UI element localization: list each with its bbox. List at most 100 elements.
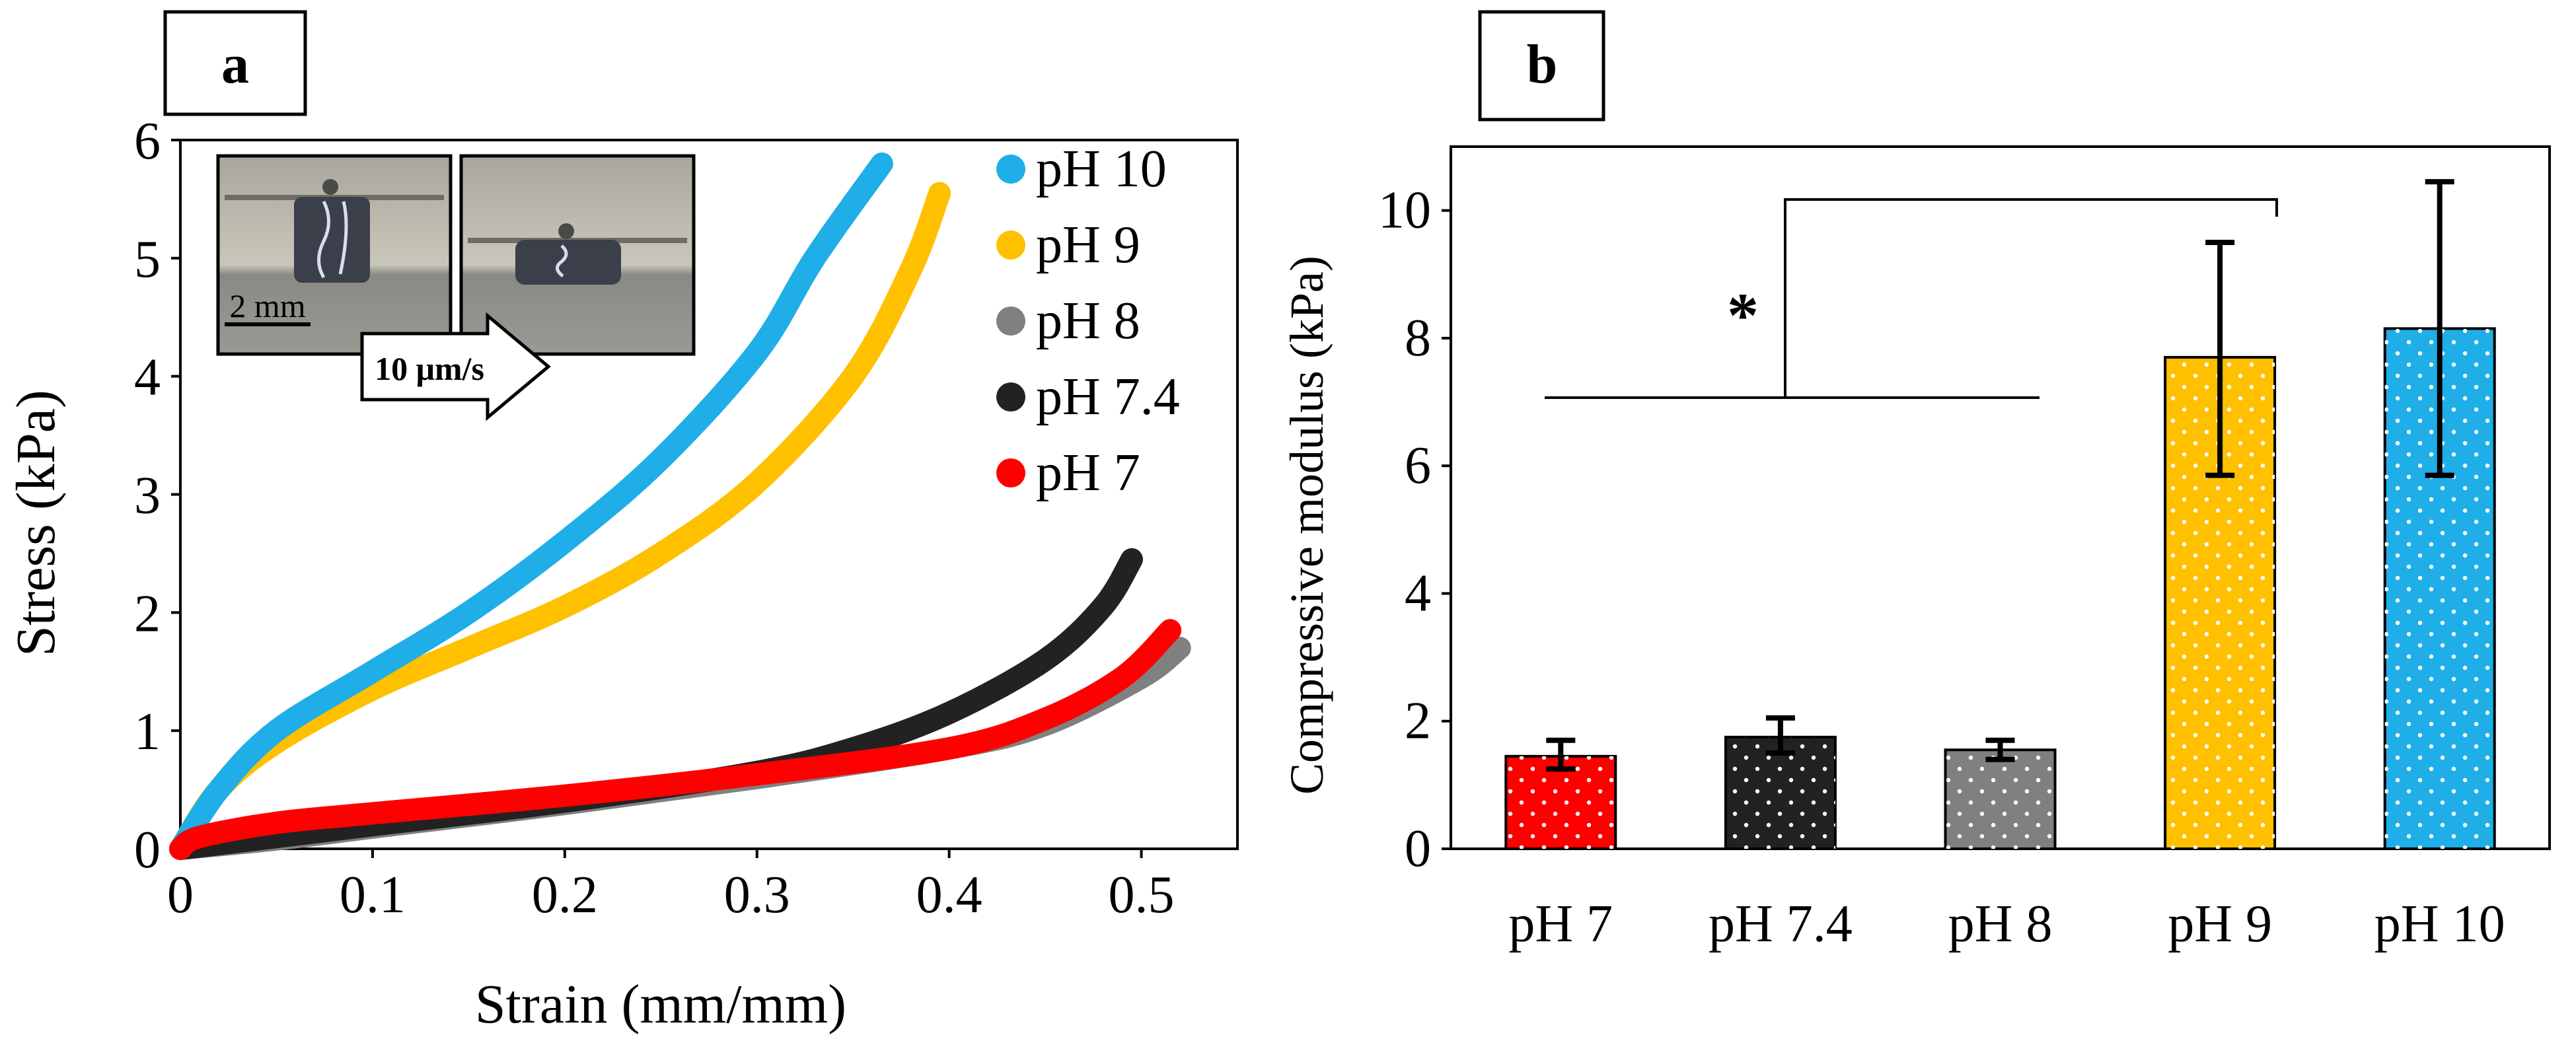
data-point-ph-7	[1044, 717, 1047, 721]
panel-b-chart: b Compressive modulus (kPa) 0 2 4 6 8 10 pH 7…	[1280, 10, 2551, 953]
panel-a-x-axis-label: Strain (mm/mm)	[475, 974, 846, 1035]
error-bar-ph-7-4	[1765, 715, 1795, 756]
panel-a-label: a	[221, 34, 249, 95]
panel-b-y-tick-label: 0	[1405, 820, 1431, 878]
panel-b-y-tick-label: 2	[1405, 692, 1431, 750]
panel-a-x-tick-label: 0.4	[916, 866, 982, 924]
panel-a-y-tick-label: 4	[134, 349, 161, 407]
error-bar-ph-10	[2425, 179, 2454, 478]
panel-a-x-tick-label: 0.5	[1109, 866, 1175, 924]
panel-b-label: b	[1527, 34, 1558, 95]
inset-rate-arrow-icon	[360, 312, 551, 421]
legend-label-ph-9: pH 9	[1036, 216, 1140, 274]
panel-b-y-tick-label: 10	[1378, 182, 1431, 240]
panel-b-y-tick-label: 4	[1405, 564, 1431, 622]
inset-scale-bar	[225, 322, 311, 326]
data-point-ph-7	[371, 812, 374, 815]
data-point-ph-7-4	[947, 711, 951, 715]
data-point-ph-7-4	[275, 836, 278, 839]
data-point-ph-8	[1178, 646, 1181, 649]
data-point-ph-10	[880, 162, 883, 165]
legend-label-ph-10: pH 10	[1036, 140, 1167, 198]
category-label-ph-7: pH 7	[1508, 895, 1613, 953]
legend-marker-ph-9	[996, 231, 1025, 260]
legend-marker-ph-8	[996, 306, 1025, 336]
panel-a-x-tick-label: 0.1	[340, 866, 406, 924]
panel-a-y-tick-label: 2	[134, 585, 161, 643]
data-point-ph-7-4	[852, 746, 855, 750]
data-point-ph-10	[275, 729, 278, 733]
error-bar-ph-9	[2205, 239, 2235, 478]
data-point-ph-7	[947, 746, 951, 750]
inset-rate-label: 10 μm/s	[375, 350, 484, 387]
inset-scale-label: 2 mm	[229, 287, 305, 324]
panel-a-x-tick-label: 0.2	[532, 866, 598, 924]
data-point-ph-9	[938, 192, 941, 195]
data-point-ph-10	[755, 351, 758, 354]
legend-label-ph-7: pH 7	[1036, 444, 1140, 502]
legend-marker-ph-7	[996, 458, 1025, 487]
significance-asterisk: *	[1727, 280, 1759, 351]
legend-marker-ph-7-4	[996, 382, 1025, 412]
panel-a-x-tick-label: 0.3	[724, 866, 790, 924]
data-point-ph-9	[852, 375, 855, 378]
inset-photos: 2 mm 10 μm/s	[216, 154, 696, 421]
data-point-ph-10	[563, 540, 566, 544]
inset-sample-highlight-1	[317, 200, 348, 279]
data-point-ph-7	[755, 773, 758, 776]
inset-probe-2	[558, 223, 574, 239]
panel-b-label-box	[1478, 10, 1605, 122]
panel-a-y-tick-label: 1	[134, 703, 161, 761]
data-point-ph-9	[563, 605, 566, 608]
panel-a-axes: 0 1 2 3 4 5 6 0 0.1 0.2 0.3 0.4 0.5	[134, 112, 1239, 924]
legend-marker-ph-10	[996, 155, 1025, 184]
data-point-ph-7	[198, 836, 202, 839]
data-point-ph-10	[659, 457, 663, 460]
data-point-ph-7-4	[1101, 605, 1105, 608]
inset-probe-1	[322, 179, 338, 195]
data-point-ph-10	[371, 670, 374, 673]
data-point-ph-7-4	[1044, 658, 1047, 661]
legend-label-ph-7-4: pH 7.4	[1036, 368, 1180, 426]
panel-a-y-tick-label: 3	[134, 467, 161, 525]
data-point-ph-7	[179, 847, 182, 850]
data-point-ph-10	[467, 611, 470, 614]
panel-b-y-tick-label: 6	[1405, 437, 1431, 495]
panel-a-legend: pH 10 pH 9 pH 8 pH 7.4 pH 7	[996, 140, 1180, 502]
panel-a-y-axis-label: Stress (kPa)	[5, 390, 67, 657]
legend-label-ph-8: pH 8	[1036, 292, 1140, 350]
series-curve-ph-10	[169, 152, 893, 860]
panel-a-y-tick-label: 0	[134, 821, 161, 879]
category-label-ph-8: pH 8	[1948, 895, 2053, 953]
panel-a-x-tick-label: 0	[167, 866, 194, 924]
data-point-ph-7	[1121, 676, 1124, 679]
error-bar-ph-7	[1546, 737, 1576, 772]
bar-pattern-ph-8	[1945, 750, 2055, 849]
panel-a-label-box	[163, 10, 307, 116]
panel-b-bars-group: pH 7 pH 7.4 pH 8 pH 9 pH 10	[1504, 179, 2505, 953]
panel-a-y-tick-label: 5	[134, 231, 161, 289]
panel-b-y-tick-label: 8	[1405, 309, 1431, 367]
data-point-ph-7	[563, 794, 566, 797]
inset-sample-highlight-2	[556, 244, 568, 277]
data-point-ph-10	[813, 256, 816, 260]
data-point-ph-9	[909, 268, 912, 271]
panel-a-series-group	[169, 152, 1191, 860]
data-point-ph-7	[1169, 629, 1172, 632]
significance-bracket: *	[1545, 198, 2278, 399]
bar-pattern-ph-7-4	[1725, 737, 1835, 849]
data-point-ph-9	[371, 688, 374, 691]
inset-hydrogel-sample-2	[515, 240, 621, 285]
category-label-ph-9: pH 9	[2168, 895, 2272, 953]
data-point-ph-7-4	[1130, 557, 1133, 561]
data-point-ph-9	[755, 481, 758, 484]
panel-b-y-axis-label: Compressive modulus (kPa)	[1280, 256, 1333, 795]
data-point-ph-9	[659, 552, 663, 555]
inset-hydrogel-sample-1	[294, 197, 370, 283]
category-label-ph-7-4: pH 7.4	[1709, 895, 1853, 953]
error-bar-ph-8	[1985, 737, 2015, 762]
bar-pattern-ph-7	[1506, 756, 1616, 849]
panel-a-chart: a Stress (kPa) Strain (mm/mm) 0 1 2 3 4 5 6 0 0.…	[5, 10, 1239, 1035]
data-point-ph-7	[275, 821, 278, 824]
